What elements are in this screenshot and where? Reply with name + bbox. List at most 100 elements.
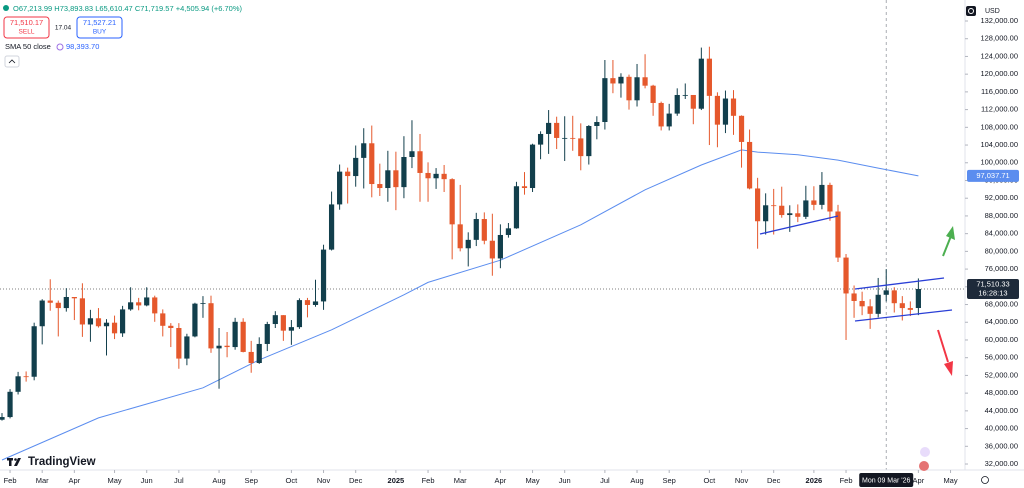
candle-body [31, 326, 37, 377]
candle-body [47, 300, 53, 303]
candle-body [594, 122, 600, 126]
candle-body [320, 249, 327, 302]
candle-body [835, 211, 841, 258]
settings-icon[interactable] [981, 476, 989, 484]
legend-value: O67,213.99 [13, 4, 52, 13]
y-tick-label: 52,000.00 [985, 370, 1018, 379]
candle-body [529, 144, 536, 189]
candle-body [811, 200, 817, 205]
y-tick-label: 68,000.00 [985, 300, 1018, 309]
x-tick-label: Sep [245, 476, 258, 485]
x-tick-label: Mar [454, 476, 467, 485]
x-tick-label: Jul [600, 476, 610, 485]
candle-body [562, 137, 568, 139]
x-tick-label: Jun [141, 476, 153, 485]
candle-body [393, 170, 399, 188]
candle-body [136, 302, 142, 306]
candle-body [449, 179, 455, 225]
candle-body [409, 151, 415, 158]
candle-body [666, 113, 672, 127]
sma-price-box [967, 169, 1019, 182]
candle-body [819, 184, 825, 205]
candle-body [859, 300, 865, 307]
y-tick-label: 76,000.00 [985, 264, 1018, 273]
candle-body [682, 94, 688, 96]
candle-body [465, 239, 471, 249]
candle-body [7, 391, 13, 418]
y-tick-label: 56,000.00 [985, 353, 1018, 362]
candle-body [232, 321, 238, 348]
candle-body [755, 188, 761, 222]
candle-body [192, 303, 198, 337]
y-tick-label: 60,000.00 [985, 335, 1018, 344]
candle-body [618, 76, 624, 84]
candle-body [763, 205, 769, 222]
candle-body [497, 234, 503, 259]
ohlc-legend: O67,213.99 H73,893.83 L65,610.47 C71,719… [13, 4, 243, 13]
candle-body [288, 327, 294, 331]
candle-body [489, 240, 495, 259]
sell-label[interactable]: SELL [19, 29, 35, 36]
candle-body [256, 343, 262, 364]
candle-body [851, 293, 857, 301]
status-dot [3, 5, 9, 11]
candle-body [95, 318, 102, 327]
buy-price[interactable]: 71,527.21 [83, 18, 116, 27]
candle-body [280, 315, 286, 331]
candle-body [714, 95, 721, 125]
candle-body [168, 325, 174, 329]
candle-body [570, 137, 576, 139]
candle-body [361, 143, 367, 158]
sma-value: 98,393.70 [66, 42, 99, 51]
y-tick-label: 112,000.00 [981, 105, 1018, 114]
sell-price[interactable]: 71,510.17 [10, 18, 43, 27]
candle-body [843, 257, 849, 294]
candle-body [457, 224, 463, 249]
candle-body [875, 294, 881, 314]
plot-area [0, 0, 965, 470]
candle-body [87, 318, 94, 325]
x-tick-label: Nov [735, 476, 749, 485]
x-tick-label: May [943, 476, 957, 485]
candle-body [481, 219, 487, 241]
buy-box[interactable] [76, 16, 123, 39]
settings-icon[interactable] [56, 43, 64, 51]
x-tick-label: Feb [422, 476, 435, 485]
candle-body [184, 336, 190, 359]
x-tick-label: Feb [840, 476, 853, 485]
candle-body [353, 157, 359, 177]
candle-body [176, 328, 182, 359]
collapse-button[interactable] [4, 55, 20, 68]
buy-button[interactable]: 71,527.21 BUY [76, 16, 123, 39]
x-tick-label: Apr [69, 476, 81, 485]
last-price-box [967, 278, 1019, 299]
candle-body [899, 303, 905, 309]
candle-body [144, 297, 150, 306]
trendline [854, 309, 953, 322]
flag-icon[interactable] [919, 461, 929, 471]
candle-body [103, 322, 110, 327]
candle-body [827, 184, 833, 212]
legend-value: H73,893.83 [54, 4, 93, 13]
candle-body [328, 204, 335, 250]
y-tick-label: 120,000.00 [980, 69, 1018, 78]
event-icon[interactable] [920, 447, 930, 457]
y-tick-label: 124,000.00 [980, 51, 1018, 60]
logo-button[interactable] [966, 6, 976, 16]
x-tick-label: Oct [286, 476, 299, 485]
candle-body [0, 417, 5, 420]
sell-button[interactable]: 71,510.17 SELL [3, 16, 50, 39]
y-tick-label: 100,000.00 [980, 158, 1018, 167]
candle-body [23, 376, 29, 378]
candle-body [626, 76, 632, 101]
last-price-label: 71,510.33 [976, 279, 1009, 288]
candle-body [730, 98, 737, 116]
candle-body [602, 78, 608, 123]
y-tick-label: 92,000.00 [985, 193, 1018, 202]
buy-label[interactable]: BUY [93, 29, 107, 36]
candle-body [746, 141, 753, 189]
sell-box[interactable] [3, 16, 50, 39]
candle-body [674, 94, 680, 114]
